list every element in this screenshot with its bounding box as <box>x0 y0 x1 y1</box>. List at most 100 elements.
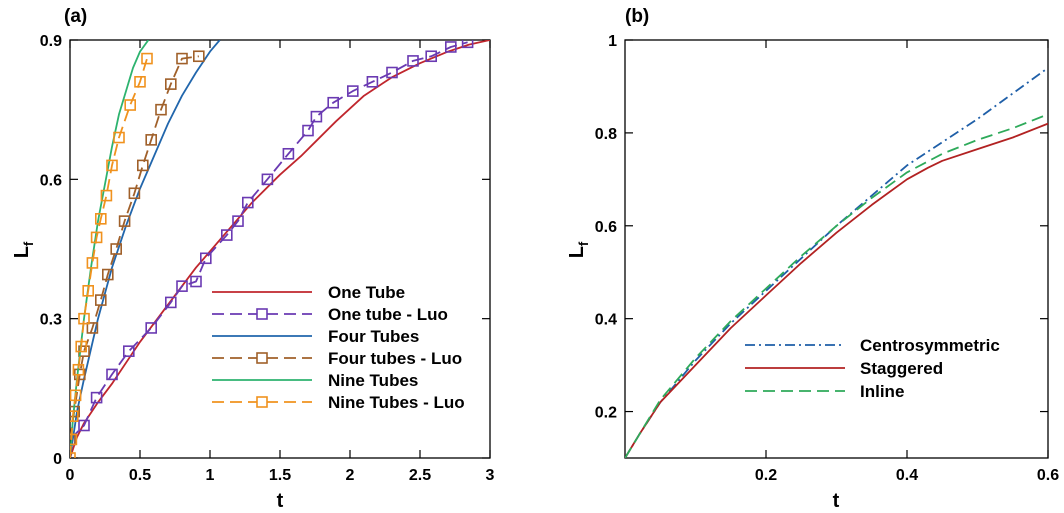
series-marker-0-3 <box>193 50 205 63</box>
y-tick-label: 0.8 <box>595 126 617 143</box>
y-tick-label: 0.6 <box>40 172 62 189</box>
x-tick-label: 2 <box>346 467 355 484</box>
series-marker-0-5 <box>75 340 87 353</box>
series-line-1-1 <box>625 122 1048 458</box>
series-line-0-5 <box>70 58 148 458</box>
series-marker-0-5 <box>141 52 153 65</box>
y-axis-label-subscript: f <box>21 241 36 246</box>
legend: One Tube One tube - Luo Four Tubes Four tub… <box>212 283 465 412</box>
series-marker-0-1 <box>232 215 244 227</box>
series-marker-0-3 <box>86 322 99 334</box>
series-marker-0-1 <box>190 275 202 288</box>
legend-entry: One tube - Luo <box>328 305 448 324</box>
series-marker-0-1 <box>346 85 359 97</box>
panel-label: (a) <box>64 6 87 27</box>
plot-area <box>70 40 490 458</box>
series-marker-0-3 <box>128 187 141 200</box>
series-marker-0-5 <box>100 189 113 202</box>
series-marker-0-3 <box>137 159 149 172</box>
series-marker-0-1 <box>221 229 233 241</box>
series-marker-0-3 <box>118 215 131 227</box>
series-marker-0-1 <box>78 419 90 432</box>
series-marker-0-1 <box>123 345 135 357</box>
series-marker-0-1 <box>90 391 103 404</box>
y-tick-label: 0.6 <box>595 219 617 236</box>
series-marker-0-5 <box>72 363 85 376</box>
series-marker-0-1 <box>444 41 457 53</box>
y-axis-label-subscript: f <box>576 241 591 246</box>
legend-entry: One Tube <box>328 283 405 302</box>
series-marker-0-1 <box>242 196 254 209</box>
series-marker-0-5 <box>95 213 107 225</box>
legend-entry: Centrosymmetric <box>860 336 1000 355</box>
x-axis-label: t <box>277 490 284 512</box>
legend-entry: Staggered <box>860 359 943 378</box>
series-marker-0-5 <box>82 284 94 297</box>
legend-marker <box>256 308 268 320</box>
series-marker-0-1 <box>407 55 419 67</box>
series-marker-0-3 <box>102 268 114 281</box>
series-line-0-4 <box>70 40 150 458</box>
y-tick-label: 0 <box>53 451 62 468</box>
legend-entry: Inline <box>860 382 904 401</box>
x-tick-label: 1.5 <box>269 467 291 484</box>
legend: Centrosymmetric Staggered Inline <box>745 336 1000 401</box>
chart-panel-b: (b) 0.2 0.4 0.6 0.2 0.4 0.6 0.8 1 t Lf Centrosymmet… <box>566 6 1059 512</box>
plot-area <box>625 67 1048 458</box>
series-marker-0-1 <box>282 147 295 160</box>
series-marker-0-5 <box>70 410 79 423</box>
series-marker-0-3 <box>145 134 157 146</box>
series-marker-0-5 <box>70 433 78 446</box>
series-marker-0-3 <box>165 78 177 90</box>
x-tick-label: 2.5 <box>409 467 431 484</box>
series-marker-0-3 <box>70 433 76 446</box>
series-marker-0-1 <box>200 252 212 265</box>
series-marker-0-1 <box>176 280 188 292</box>
series-marker-0-1 <box>165 296 177 309</box>
legend-marker <box>256 396 268 408</box>
y-axis-label-main: L <box>566 246 588 258</box>
series-marker-0-1 <box>261 173 274 186</box>
series-marker-0-1 <box>425 50 438 63</box>
series-marker-0-1 <box>145 322 157 334</box>
legend-entry: Nine Tubes <box>328 371 418 390</box>
x-tick-label: 0.5 <box>129 467 151 484</box>
legend-entry: Nine Tubes - Luo <box>328 393 465 412</box>
series-marker-0-3 <box>110 243 122 255</box>
plot-frame <box>624 39 1049 459</box>
x-tick-label: 0.4 <box>896 467 918 484</box>
series-marker-0-5 <box>106 159 118 172</box>
series-marker-0-1 <box>302 124 314 137</box>
series-marker-0-5 <box>78 312 90 325</box>
series-marker-0-5 <box>86 257 99 269</box>
y-axis-label: Lf <box>11 241 36 258</box>
series-marker-0-5 <box>113 131 125 144</box>
series-marker-0-1 <box>106 368 118 381</box>
y-tick-label: 0.9 <box>40 33 62 50</box>
series-marker-0-1 <box>461 40 474 49</box>
y-tick-label: 1 <box>608 33 617 50</box>
series-marker-0-1 <box>327 96 340 109</box>
series-marker-0-5 <box>90 231 103 244</box>
legend-entry: Four tubes - Luo <box>328 349 462 368</box>
x-tick-label: 0.2 <box>755 467 777 484</box>
y-tick-label: 0.2 <box>595 405 617 422</box>
series-line-0-2 <box>70 40 221 458</box>
series-line-1-0 <box>625 67 1048 458</box>
x-tick-label: 1 <box>206 467 215 484</box>
x-tick-label: 3 <box>486 467 495 484</box>
legend-marker <box>256 352 268 364</box>
series-marker-0-3 <box>176 52 188 65</box>
series-marker-0-1 <box>310 110 323 123</box>
legend-entry: Four Tubes <box>328 327 419 346</box>
series-marker-0-5 <box>134 76 146 88</box>
series-marker-0-3 <box>155 103 167 116</box>
y-tick-label: 0.4 <box>595 312 617 329</box>
x-axis-label: t <box>833 490 840 512</box>
series-line-0-3 <box>70 55 199 440</box>
series-marker-0-5 <box>124 99 136 111</box>
x-tick-label: 0 <box>66 467 75 484</box>
x-tick-label: 0.6 <box>1037 467 1059 484</box>
